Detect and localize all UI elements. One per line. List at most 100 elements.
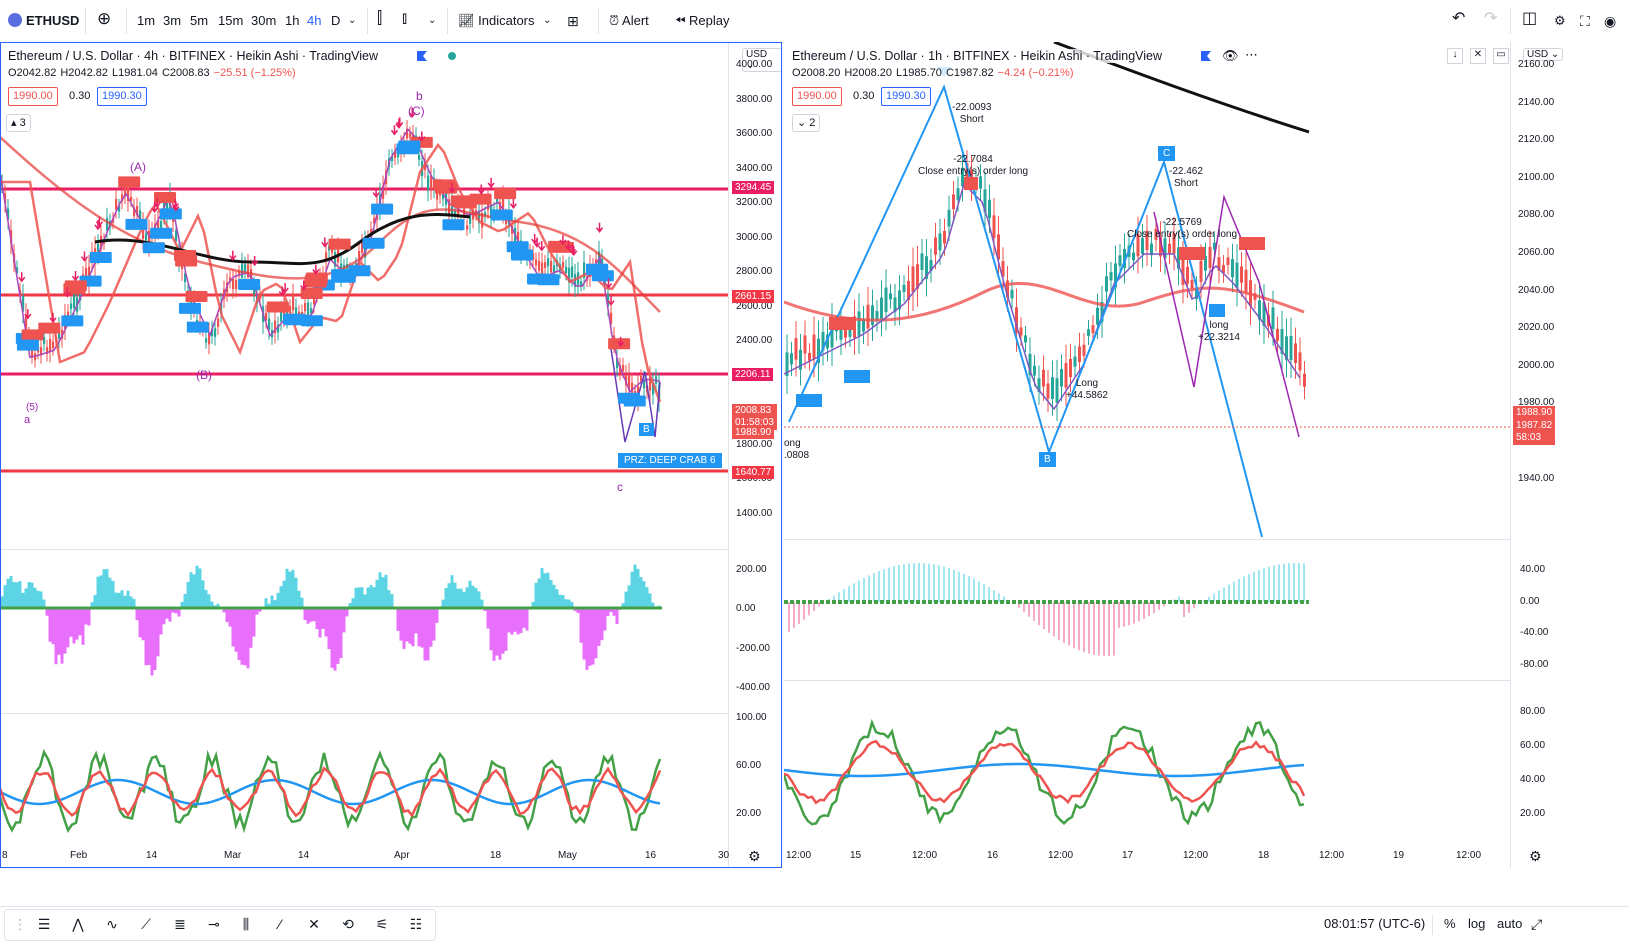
chart-type-icon[interactable]: ⫾ xyxy=(402,10,408,27)
drag-handle-icon[interactable]: ⋮ xyxy=(13,916,27,932)
right-chart-pane[interactable]: Ethereum / U.S. Dollar · 1h · BITFINEX ·… xyxy=(784,42,1629,868)
buy-marker xyxy=(527,273,550,285)
candle-body xyxy=(1060,369,1063,387)
flag-icon[interactable] xyxy=(417,51,427,61)
sell-marker xyxy=(185,290,208,302)
indicators-button[interactable]: 📈︎ Indicators xyxy=(458,13,535,28)
auto-toggle[interactable]: auto xyxy=(1497,916,1523,931)
maximize-pane-icon[interactable]: ▭ xyxy=(1493,48,1509,64)
pattern-point-B: B xyxy=(1039,452,1056,467)
xabcd-pattern-icon[interactable]: ✕ xyxy=(308,916,320,932)
list-settings-icon[interactable]: ☷ xyxy=(409,916,423,932)
more-icon[interactable]: ⋯ xyxy=(1245,47,1258,62)
settings-icon[interactable]: ⚙ xyxy=(748,848,761,864)
candle-body xyxy=(547,258,550,267)
candle-body xyxy=(553,265,556,275)
buy-marker xyxy=(618,392,641,404)
interval-3m[interactable]: 3m xyxy=(163,13,182,28)
candle-body xyxy=(247,264,250,278)
buy-price-button[interactable]: 1990.30 xyxy=(97,87,147,106)
layout-icon[interactable]: ◫ xyxy=(1522,10,1538,27)
undo-icon[interactable]: ↶ xyxy=(1452,10,1466,27)
candle-body xyxy=(1055,378,1059,403)
candle-body xyxy=(1150,243,1153,256)
trend-line-icon[interactable]: ⟋ xyxy=(141,916,151,932)
clock-time[interactable]: 08:01:57 (UTC-6) xyxy=(1324,916,1426,931)
interval-4h[interactable]: 4h xyxy=(307,13,322,28)
wave-label-b: b xyxy=(416,89,423,103)
camera-icon[interactable]: ◉ xyxy=(1604,13,1617,29)
candle-body xyxy=(997,234,1000,260)
templates-icon[interactable]: ⊞ xyxy=(567,13,579,29)
candle-body xyxy=(562,262,565,268)
fullscreen-icon[interactable]: ⛶ xyxy=(1580,13,1590,29)
candle-body xyxy=(391,155,394,162)
close-pane-icon[interactable]: ✕ xyxy=(1470,48,1486,64)
top-toolbar: ETHUSD ⊕ 1m 3m 5m 15m 30m 1h 4h D ⌄ ⫿ ⫾ … xyxy=(0,0,1629,43)
eye-icon[interactable]: 👁︎ xyxy=(1222,48,1239,63)
expand-icon[interactable]: ⤢ xyxy=(1531,916,1543,932)
symbol-search[interactable]: ETHUSD xyxy=(8,11,79,31)
chevron-down-icon[interactable]: ⌄ xyxy=(348,15,357,26)
fib-icon[interactable]: ⫼ xyxy=(242,916,250,932)
replay-button[interactable]: ⏪︎ Replay xyxy=(675,13,730,28)
candle-body xyxy=(487,199,490,210)
move-down-icon[interactable]: ↓ xyxy=(1447,48,1463,64)
candle-body xyxy=(478,210,481,224)
percent-toggle[interactable]: % xyxy=(1444,916,1456,931)
parallel-channel-icon[interactable]: ≣ xyxy=(174,916,186,932)
chevron-down-icon[interactable]: ⌄ xyxy=(428,15,437,26)
settings-icon[interactable]: ⚙ xyxy=(1529,848,1542,864)
candle-style-icon[interactable]: ⫿ xyxy=(377,10,383,27)
settings-icon[interactable]: ⚙ xyxy=(1554,13,1566,28)
candle-body xyxy=(502,196,505,213)
left-chart-canvas[interactable] xyxy=(0,42,782,868)
left-chart-pane[interactable]: Ethereum / U.S. Dollar · 4h · BITFINEX ·… xyxy=(0,42,782,868)
candle-body xyxy=(208,332,211,345)
trade-label-close-2: -22.5769 Close entry(s) order long xyxy=(1127,217,1238,240)
cycle-icon[interactable]: ⟲ xyxy=(342,916,354,932)
candle-body xyxy=(448,199,451,215)
indicator-count-toggle[interactable]: ⌄ 2 xyxy=(792,114,821,132)
candle-body xyxy=(1028,353,1032,376)
rsi-signal-line xyxy=(784,739,1306,805)
left-osc-axis-label: -400.00 xyxy=(736,681,770,693)
sell-price-button[interactable]: 1990.00 xyxy=(8,87,58,106)
redo-icon[interactable]: ↷ xyxy=(1484,10,1498,27)
left-chart-title: Ethereum / U.S. Dollar · 4h · BITFINEX ·… xyxy=(8,49,379,63)
interval-30m[interactable]: 30m xyxy=(251,13,277,28)
buy-marker xyxy=(586,263,609,275)
right-price-axis-label: 2100.00 xyxy=(1518,171,1555,183)
left-rsi-axis-label: 60.00 xyxy=(736,760,762,771)
candle-body xyxy=(40,347,43,356)
candle-body xyxy=(893,297,897,313)
buy-marker xyxy=(142,242,165,254)
horizontal-line-icon[interactable]: ⊸ xyxy=(208,916,220,932)
alert-button[interactable]: ⏰︎ Alert xyxy=(609,13,649,28)
menu-icon[interactable]: ☰ xyxy=(37,916,51,932)
log-toggle[interactable]: log xyxy=(1468,916,1486,931)
chevron-down-icon[interactable]: ⌄ xyxy=(543,15,552,26)
interval-D[interactable]: D xyxy=(331,13,341,28)
candle-body xyxy=(1181,259,1185,285)
indicator-count-toggle[interactable]: ▴ 3 xyxy=(6,114,31,132)
sliders-icon[interactable]: ⚟ xyxy=(375,916,389,932)
interval-15m[interactable]: 15m xyxy=(218,13,244,28)
ray-icon[interactable]: ⁄ xyxy=(278,916,282,932)
flag-icon[interactable] xyxy=(1201,51,1211,61)
buy-price-button[interactable]: 1990.30 xyxy=(881,87,931,106)
right-chart-canvas[interactable] xyxy=(784,42,1629,868)
sell-price-button[interactable]: 1990.00 xyxy=(792,87,842,106)
abcd-pattern-icon[interactable]: ⋀ xyxy=(72,916,84,932)
compare-add-icon[interactable]: ⊕ xyxy=(97,9,112,28)
candle-body xyxy=(1303,373,1306,387)
elliott-wave-icon[interactable]: ∿ xyxy=(106,916,118,932)
interval-1h[interactable]: 1h xyxy=(285,13,300,28)
buy-marker xyxy=(371,203,394,215)
currency-select[interactable]: USD ⌄ xyxy=(1523,48,1564,61)
interval-5m[interactable]: 5m xyxy=(190,13,209,28)
candle-body xyxy=(1186,266,1189,284)
candle-body xyxy=(205,338,208,343)
interval-1m[interactable]: 1m xyxy=(137,13,156,28)
candle-body xyxy=(124,187,127,196)
